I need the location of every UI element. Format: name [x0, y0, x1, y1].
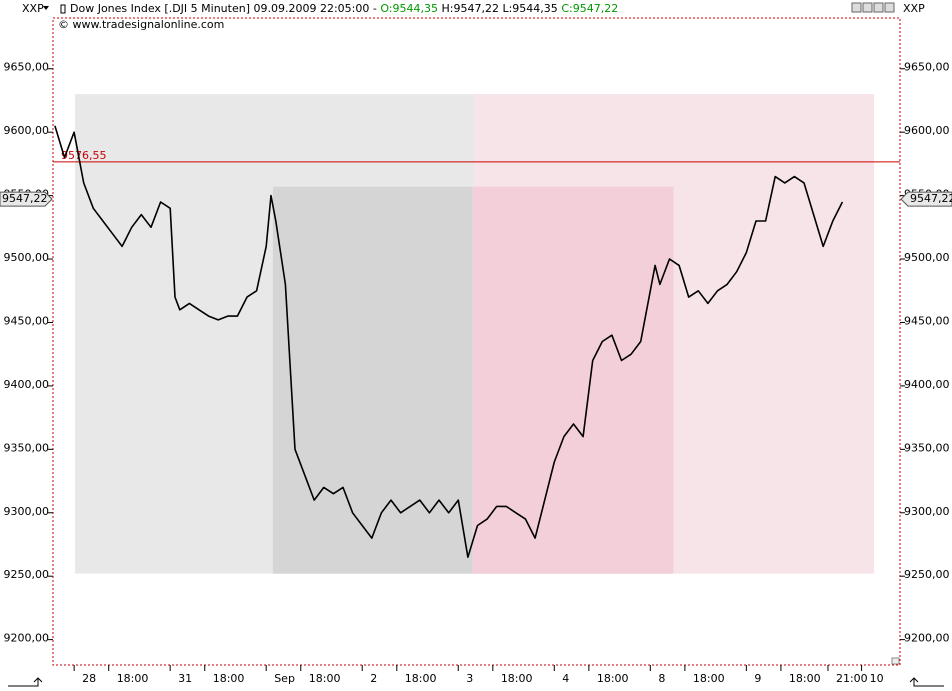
button[interactable] [862, 2, 873, 13]
last-price-label: 9547,22 [2, 192, 48, 205]
resize-handle[interactable] [891, 657, 900, 665]
y-tick-label: 9300,00 [904, 505, 950, 518]
y-tick-label: 9500,00 [904, 251, 950, 264]
x-tick-label: 3 [466, 672, 473, 685]
x-tick-label: 2 [370, 672, 377, 685]
last-price-marker [900, 191, 952, 207]
y-tick-label: 9600,00 [904, 124, 950, 137]
x-tick-label: 21:00 [836, 672, 868, 685]
zone [272, 186, 473, 574]
y-tick-label: 9250,00 [904, 568, 950, 581]
scroll-arrow[interactable] [8, 677, 43, 687]
x-tick-label: 18:00 [405, 672, 437, 685]
x-tick-label: 18:00 [117, 672, 149, 685]
y-tick-label: 9200,00 [4, 632, 50, 645]
x-tick-label: 10 [870, 672, 884, 685]
last-price-marker [0, 191, 53, 207]
x-tick-label: 18:00 [213, 672, 245, 685]
description-text: Dow Jones Index [.DJI 5 Minuten] 09.09.2… [70, 2, 377, 15]
symbol-right: XXP [903, 2, 925, 15]
bar-icon [60, 4, 66, 14]
y-tick-label: 9250,00 [4, 568, 50, 581]
source: © www.tradesignalonline.com [58, 18, 224, 31]
symbol: XXP [22, 2, 44, 15]
close: C:9547,22 [561, 2, 618, 15]
y-tick-label: 9400,00 [4, 378, 50, 391]
x-tick-label: 18:00 [501, 672, 533, 685]
scroll-arrow[interactable] [909, 677, 944, 687]
price-line [54, 125, 844, 558]
y-tick-label: 9350,00 [4, 441, 50, 454]
button[interactable] [873, 2, 884, 13]
x-tick-label: 8 [658, 672, 665, 685]
window-buttons [851, 2, 895, 13]
y-tick-label: 9200,00 [904, 632, 950, 645]
zone [472, 186, 674, 574]
x-tick-label: 18:00 [309, 672, 341, 685]
y-tick-label: 9400,00 [904, 378, 950, 391]
x-tick-label: 18:00 [789, 672, 821, 685]
description: Dow Jones Index [.DJI 5 Minuten] 09.09.2… [70, 2, 618, 15]
x-tick-label: 4 [562, 672, 569, 685]
x-tick-label: Sep [274, 672, 295, 685]
level-label: 9576,55 [61, 149, 107, 162]
y-tick-label: 9650,00 [4, 61, 50, 74]
dropdown-arrow[interactable] [43, 6, 49, 10]
x-tick-label: 28 [82, 672, 96, 685]
last-price-label: 9547,22 [910, 192, 952, 205]
plot-border [52, 17, 901, 666]
y-tick-label: 9450,00 [904, 314, 950, 327]
y-tick-label: 9300,00 [4, 505, 50, 518]
x-tick-label: 18:00 [693, 672, 725, 685]
high-low: H:9547,22 L:9544,35 [442, 2, 558, 15]
x-tick-label: 31 [178, 672, 192, 685]
button[interactable] [884, 2, 895, 13]
y-tick-label: 9450,00 [4, 314, 50, 327]
button[interactable] [851, 2, 862, 13]
x-tick-label: 9 [754, 672, 761, 685]
y-tick-label: 9650,00 [904, 61, 950, 74]
y-tick-label: 9600,00 [4, 124, 50, 137]
open: O:9544,35 [380, 2, 438, 15]
y-tick-label: 9350,00 [904, 441, 950, 454]
plot-area: 9576,55 [53, 94, 900, 574]
x-tick-label: 18:00 [597, 672, 629, 685]
y-tick-label: 9500,00 [4, 251, 50, 264]
